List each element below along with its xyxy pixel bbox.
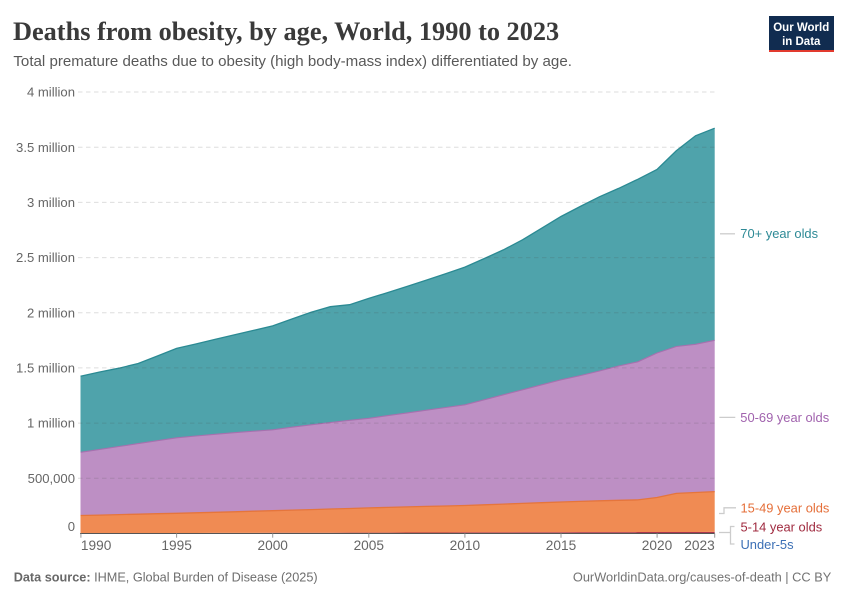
svg-text:2023: 2023 [684, 538, 715, 553]
svg-text:15-49 year olds: 15-49 year olds [741, 500, 830, 515]
svg-text:0: 0 [68, 519, 75, 534]
svg-text:OurWorldinData.org/causes-of-d: OurWorldinData.org/causes-of-death | CC … [573, 570, 832, 585]
svg-text:2005: 2005 [354, 538, 385, 553]
svg-text:2 million: 2 million [27, 305, 75, 320]
svg-text:3.5 million: 3.5 million [16, 140, 75, 155]
svg-text:Total premature deaths due to: Total premature deaths due to obesity (h… [13, 53, 572, 70]
svg-text:2.5 million: 2.5 million [16, 250, 75, 265]
svg-text:3 million: 3 million [27, 195, 75, 210]
svg-text:2015: 2015 [546, 538, 577, 553]
svg-text:50-69 year olds: 50-69 year olds [740, 410, 829, 425]
svg-text:1995: 1995 [161, 538, 192, 553]
svg-text:2020: 2020 [642, 538, 673, 553]
svg-text:1990: 1990 [81, 538, 112, 553]
svg-text:Deaths from obesity, by age, W: Deaths from obesity, by age, World, 1990… [13, 17, 559, 46]
svg-text:500,000: 500,000 [28, 471, 75, 486]
svg-text:Under-5s: Under-5s [741, 537, 794, 552]
svg-text:1.5 million: 1.5 million [16, 361, 75, 376]
svg-text:2000: 2000 [257, 538, 288, 553]
svg-text:Data source: IHME, Global Burd: Data source: IHME, Global Burden of Dise… [14, 571, 318, 585]
svg-text:5-14 year olds: 5-14 year olds [741, 519, 823, 534]
svg-text:1 million: 1 million [27, 416, 75, 431]
svg-text:2010: 2010 [450, 538, 481, 553]
svg-text:4 million: 4 million [27, 85, 75, 100]
svg-text:70+ year olds: 70+ year olds [740, 226, 818, 241]
